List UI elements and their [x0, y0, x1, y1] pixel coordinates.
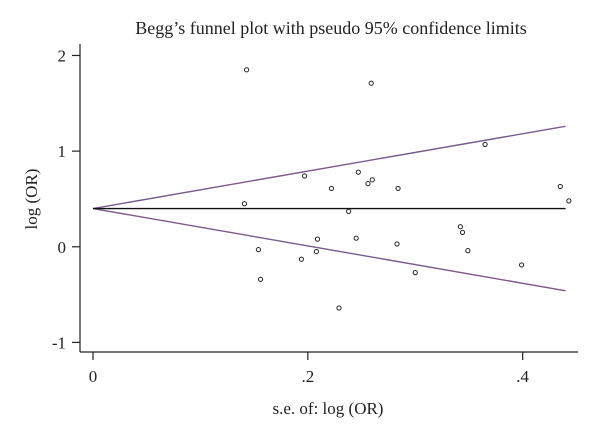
study-point	[459, 229, 466, 236]
study-point	[336, 305, 342, 311]
study-point	[346, 208, 352, 214]
y-tick-label: 2	[58, 46, 67, 65]
y-tick-label: -1	[52, 333, 66, 352]
study-point	[298, 256, 304, 262]
study-point	[365, 181, 371, 187]
y-axis-ticks: -1 0 1 2	[52, 46, 80, 352]
chart-title: Begg’s funnel plot with pseudo 95% confi…	[135, 18, 526, 38]
study-point	[557, 183, 563, 190]
upper-confidence-limit-line	[92, 125, 566, 210]
study-point	[368, 80, 374, 86]
study-point	[314, 236, 321, 242]
study-point	[394, 241, 400, 247]
study-point	[328, 185, 335, 192]
study-point	[395, 185, 401, 192]
x-axis-label: s.e. of: log (OR)	[273, 399, 384, 418]
y-tick-label: 1	[58, 142, 67, 161]
study-point	[257, 276, 264, 282]
study-point	[355, 169, 361, 175]
study-point	[412, 270, 418, 276]
study-point	[369, 177, 375, 183]
x-tick-label: .4	[516, 367, 529, 386]
study-point	[465, 248, 471, 254]
study-point	[244, 67, 250, 73]
study-point	[353, 235, 359, 241]
study-point	[566, 198, 572, 204]
x-axis-ticks: 0 .2 .4	[89, 352, 530, 386]
study-point	[302, 173, 308, 179]
study-points	[241, 67, 572, 311]
x-tick-label: .2	[301, 367, 314, 386]
lower-confidence-limit-line	[92, 207, 566, 292]
x-tick-label: 0	[89, 367, 98, 386]
y-tick-label: 0	[58, 238, 67, 257]
y-axis-label: log (OR)	[22, 169, 41, 230]
study-point	[241, 201, 248, 207]
study-point	[482, 141, 488, 148]
study-point	[518, 262, 525, 268]
study-point	[313, 248, 320, 255]
study-point	[457, 224, 463, 230]
study-point	[255, 247, 262, 253]
